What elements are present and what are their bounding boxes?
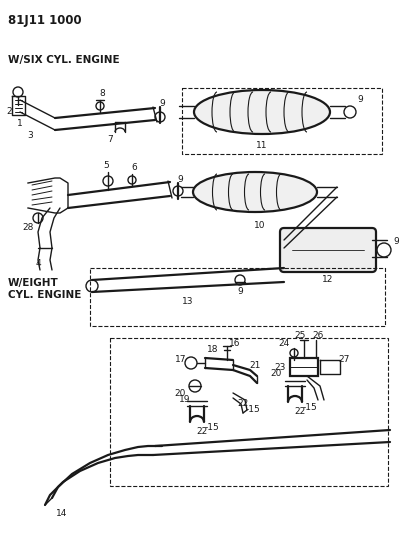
Text: 26: 26 [312, 332, 324, 341]
Text: 23: 23 [275, 362, 286, 372]
Text: 25: 25 [294, 332, 306, 341]
Bar [90, 268, 385, 326]
Bar [110, 338, 388, 486]
Text: 22: 22 [196, 427, 207, 437]
Text: 24: 24 [279, 338, 290, 348]
Text: 1: 1 [17, 118, 23, 127]
Text: 9: 9 [237, 287, 243, 295]
Bar [182, 88, 382, 154]
Text: 21: 21 [249, 361, 261, 370]
Text: 9: 9 [159, 99, 165, 108]
Text: 8: 8 [99, 90, 105, 99]
Text: 19: 19 [179, 395, 191, 405]
Text: 14: 14 [56, 510, 68, 519]
FancyBboxPatch shape [280, 228, 376, 272]
Text: W/EIGHT
CYL. ENGINE: W/EIGHT CYL. ENGINE [8, 278, 81, 300]
Text: 18: 18 [207, 345, 219, 354]
Text: 12: 12 [322, 276, 334, 285]
Text: 4: 4 [35, 259, 41, 268]
Text: 6: 6 [131, 164, 137, 173]
Text: 28: 28 [22, 223, 34, 232]
Text: 3: 3 [27, 131, 33, 140]
Ellipse shape [193, 172, 317, 212]
Text: -15: -15 [205, 424, 219, 432]
Text: -15: -15 [246, 406, 261, 415]
Text: 2: 2 [6, 108, 12, 117]
Text: 11: 11 [256, 141, 268, 150]
Text: 7: 7 [107, 135, 113, 144]
Text: 27: 27 [338, 356, 350, 365]
Text: 22: 22 [237, 400, 249, 408]
Text: 5: 5 [103, 161, 109, 171]
Text: 20: 20 [174, 390, 186, 399]
Text: 10: 10 [254, 222, 266, 230]
Text: 9: 9 [177, 174, 183, 183]
Text: W/SIX CYL. ENGINE: W/SIX CYL. ENGINE [8, 55, 120, 65]
Text: 13: 13 [182, 297, 194, 306]
Bar [290, 358, 318, 376]
Text: 22: 22 [294, 408, 306, 416]
Text: 9: 9 [357, 95, 363, 104]
Text: 16: 16 [229, 340, 241, 349]
Text: 20: 20 [270, 369, 282, 378]
Text: 17: 17 [175, 354, 187, 364]
Ellipse shape [194, 90, 330, 134]
Text: 81J11 1000: 81J11 1000 [8, 14, 82, 27]
Text: -15: -15 [302, 403, 317, 413]
Text: 9: 9 [393, 238, 399, 246]
